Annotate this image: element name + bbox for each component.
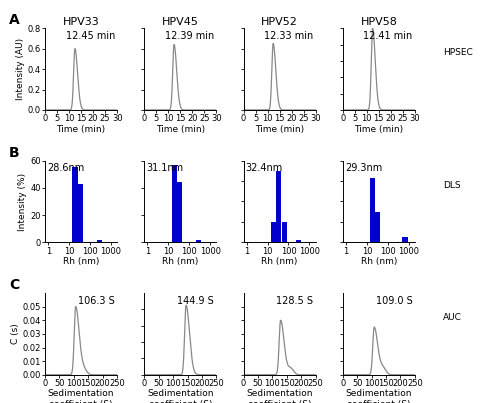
Title: HPV33: HPV33 bbox=[62, 17, 100, 27]
X-axis label: Time (min): Time (min) bbox=[255, 125, 304, 133]
Bar bbox=[196, 240, 202, 242]
X-axis label: Rh (nm): Rh (nm) bbox=[262, 257, 298, 266]
X-axis label: Sedimentation
coefficient (S): Sedimentation coefficient (S) bbox=[246, 389, 313, 403]
Text: 12.45 min: 12.45 min bbox=[66, 31, 115, 41]
Bar bbox=[172, 165, 177, 242]
X-axis label: Sedimentation
coefficient (S): Sedimentation coefficient (S) bbox=[147, 389, 214, 403]
Text: 12.41 min: 12.41 min bbox=[364, 31, 412, 41]
Y-axis label: Intensity (AU): Intensity (AU) bbox=[16, 38, 25, 100]
Text: AUC: AUC bbox=[442, 313, 462, 322]
Text: 109.0 S: 109.0 S bbox=[376, 295, 412, 305]
Title: HPV45: HPV45 bbox=[162, 17, 199, 27]
Text: B: B bbox=[9, 146, 20, 160]
Bar bbox=[72, 167, 78, 242]
Text: 32.4nm: 32.4nm bbox=[246, 163, 283, 173]
X-axis label: Rh (nm): Rh (nm) bbox=[162, 257, 198, 266]
Bar bbox=[296, 240, 300, 242]
Bar bbox=[376, 212, 380, 242]
Bar bbox=[276, 171, 281, 242]
Text: 128.5 S: 128.5 S bbox=[276, 295, 314, 305]
Text: 31.1nm: 31.1nm bbox=[146, 163, 184, 173]
X-axis label: Time (min): Time (min) bbox=[354, 125, 404, 133]
Text: C: C bbox=[9, 278, 19, 292]
X-axis label: Rh (nm): Rh (nm) bbox=[63, 257, 99, 266]
X-axis label: Time (min): Time (min) bbox=[156, 125, 205, 133]
Bar bbox=[271, 222, 276, 242]
Text: A: A bbox=[9, 13, 20, 27]
Text: 29.3nm: 29.3nm bbox=[345, 163, 382, 173]
X-axis label: Sedimentation
coefficient (S): Sedimentation coefficient (S) bbox=[48, 389, 114, 403]
Y-axis label: C (s): C (s) bbox=[10, 324, 20, 344]
Y-axis label: Intensity (%): Intensity (%) bbox=[18, 172, 28, 231]
Bar bbox=[282, 222, 287, 242]
Bar bbox=[97, 240, 102, 242]
Title: HPV58: HPV58 bbox=[360, 17, 398, 27]
Text: 12.33 min: 12.33 min bbox=[264, 31, 314, 41]
Bar bbox=[78, 184, 82, 242]
Bar bbox=[402, 237, 407, 242]
X-axis label: Time (min): Time (min) bbox=[56, 125, 106, 133]
Bar bbox=[370, 178, 376, 242]
Text: HPSEC: HPSEC bbox=[442, 48, 472, 57]
Text: 144.9 S: 144.9 S bbox=[178, 295, 214, 305]
X-axis label: Sedimentation
coefficient (S): Sedimentation coefficient (S) bbox=[346, 389, 412, 403]
Text: 106.3 S: 106.3 S bbox=[78, 295, 115, 305]
Text: DLS: DLS bbox=[442, 181, 460, 190]
Text: 12.39 min: 12.39 min bbox=[165, 31, 214, 41]
X-axis label: Rh (nm): Rh (nm) bbox=[360, 257, 397, 266]
Text: 28.6nm: 28.6nm bbox=[47, 163, 84, 173]
Bar bbox=[177, 183, 182, 242]
Title: HPV52: HPV52 bbox=[261, 17, 298, 27]
